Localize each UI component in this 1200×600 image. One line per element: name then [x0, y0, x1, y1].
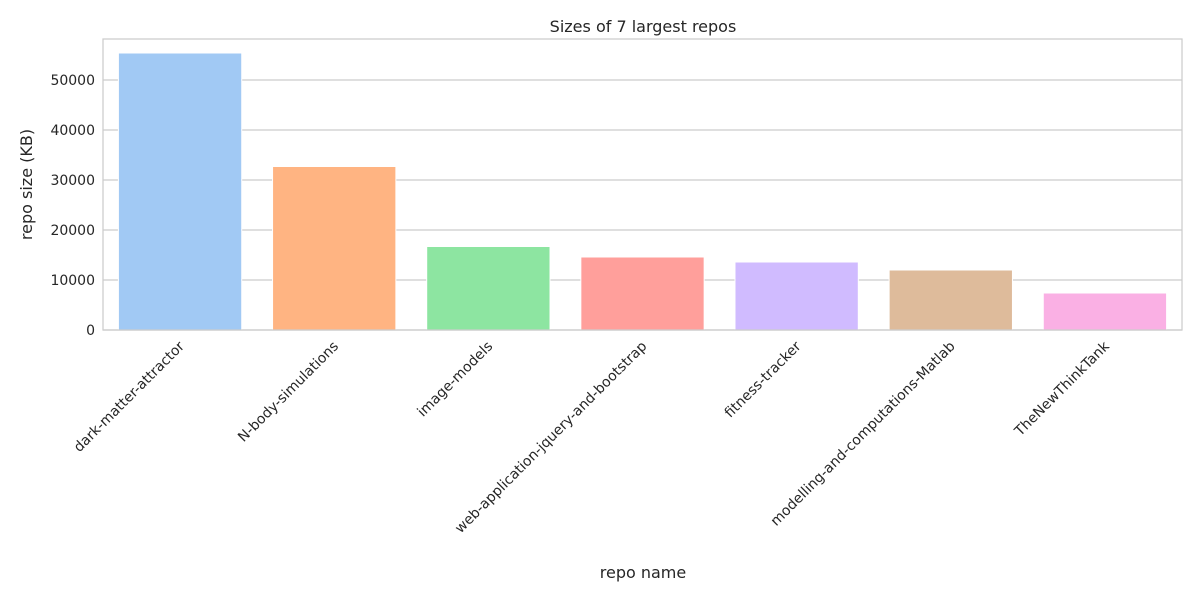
x-axis-label: repo name [600, 563, 686, 582]
bar-dark-matter-attractor [117, 52, 243, 331]
x-tick-label: N-body-simulations [235, 339, 342, 446]
y-tick-label: 30000 [50, 173, 95, 189]
plot-frame [102, 38, 1183, 331]
chart-title: Sizes of 7 largest repos [550, 17, 737, 36]
bar-modelling-and-computations-Matlab [888, 269, 1013, 331]
x-tick-labels: dark-matter-attractor N-body-simulations i… [71, 338, 1114, 537]
y-tick-labels: 0 10000 20000 30000 40000 50000 [50, 73, 95, 339]
y-tick-label: 20000 [50, 223, 95, 239]
bar-fitness-tracker [734, 261, 859, 331]
x-tick-label: modelling-and-computations-Matlab [768, 338, 959, 529]
y-tick-label: 0 [86, 323, 95, 339]
x-tick-label: image-models [414, 339, 496, 421]
y-tick-label: 40000 [50, 123, 95, 139]
bars [117, 52, 1168, 331]
bar-web-application-jquery-and-bootstrap [580, 256, 705, 331]
bar-N-body-simulations [272, 166, 397, 331]
bar-TheNewThinkTank [1042, 292, 1168, 331]
y-axis-label: repo size (KB) [17, 129, 36, 240]
x-tick-label: web-application-jquery-and-bootstrap [452, 338, 650, 536]
y-tick-label: 50000 [50, 73, 95, 89]
x-tick-label: dark-matter-attractor [71, 338, 188, 455]
x-tick-label: fitness-tracker [722, 338, 805, 421]
y-tick-label: 10000 [50, 273, 95, 289]
bar-image-models [426, 246, 551, 331]
x-tick-label: TheNewThinkTank [1011, 338, 1113, 440]
